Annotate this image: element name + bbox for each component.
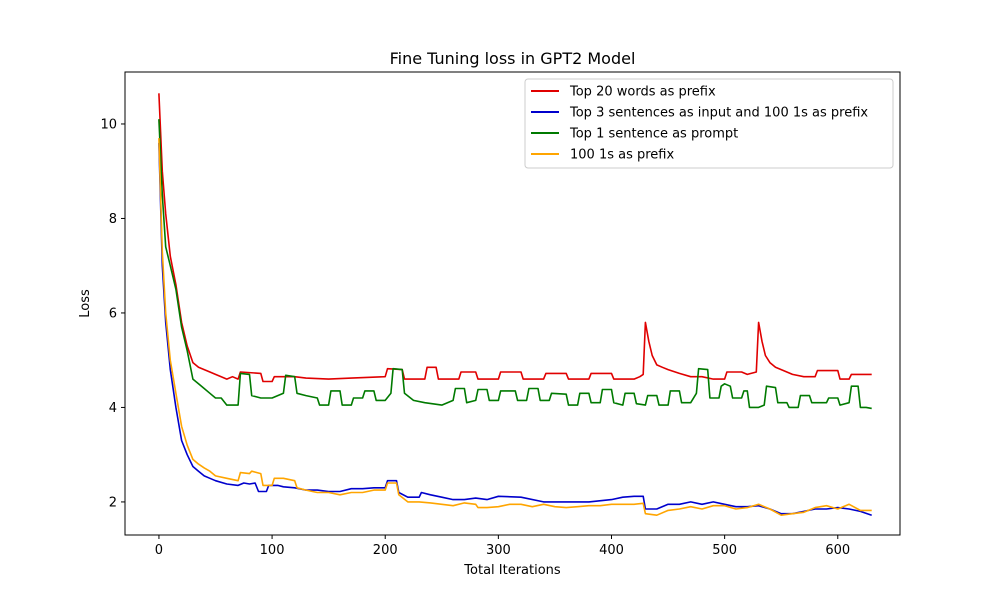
y-tick-label: 10	[100, 117, 117, 132]
y-tick-label: 8	[109, 212, 117, 227]
x-tick-label: 100	[260, 543, 285, 558]
x-tick-label: 600	[825, 543, 850, 558]
ticks-layer: 0 100 200 300 400 500 600 2 4 6 8 10	[100, 117, 850, 558]
legend-label-top-3-sentences-as-input-and-100-1s-as-prefix: Top 3 sentences as input and 100 1s as p…	[569, 106, 868, 121]
legend-box	[524, 78, 894, 169]
series-layer	[158, 93, 872, 516]
y-axis-label: Loss	[78, 289, 93, 318]
plot-frame	[124, 71, 901, 536]
x-tick-label: 300	[486, 543, 511, 558]
x-axis-label: Total Iterations	[463, 563, 561, 578]
y-tick-label: 2	[109, 495, 117, 510]
x-tick-label: 200	[373, 543, 398, 558]
series-line-top-3-sentences-as-input-and-100-1s-as-prefix	[158, 142, 872, 516]
x-tick-label: 0	[155, 543, 163, 558]
legend-label-100-1s-as-prefix: 100 1s as prefix	[570, 148, 674, 163]
x-tick-label: 500	[712, 543, 737, 558]
x-tick-label: 400	[599, 543, 624, 558]
y-tick-label: 4	[109, 401, 117, 416]
legend: Top 20 words as prefix Top 3 sentences as…	[524, 78, 894, 169]
y-tick-label: 6	[109, 306, 117, 321]
legend-label-top-20-words-as-prefix: Top 20 words as prefix	[569, 85, 716, 100]
series-line-top-20-words-as-prefix	[158, 93, 872, 383]
legend-label-top-1-sentence-as-prompt: Top 1 sentence as prompt	[569, 127, 738, 142]
series-line-100-1s-as-prefix	[158, 138, 872, 516]
series-line-top-1-sentence-as-prompt	[158, 119, 872, 410]
chart-title: Fine Tuning loss in GPT2 Model	[390, 49, 636, 68]
